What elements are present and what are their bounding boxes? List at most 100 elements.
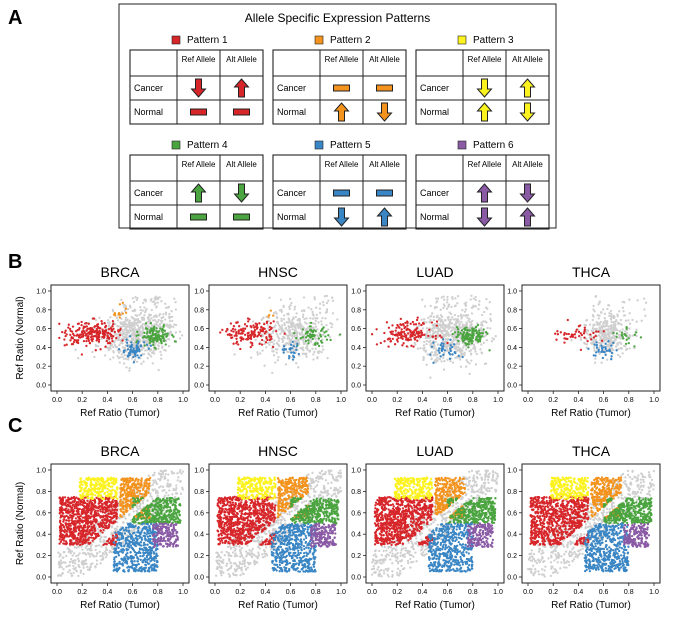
scatter-point-pattern-5	[440, 342, 443, 345]
scatter-point-background	[117, 325, 120, 328]
scatter-point-pattern-1	[106, 331, 110, 335]
scatter-point-pattern-1	[565, 332, 568, 336]
scatter-point-background	[267, 341, 270, 345]
scatter-point-background	[175, 492, 178, 495]
scatter-point-pattern-5	[461, 355, 464, 359]
scatter-point-background	[146, 499, 149, 502]
scatter-point-pattern-4	[455, 325, 459, 329]
scatter-point-background	[436, 314, 439, 317]
scatter-point-background	[445, 330, 448, 333]
scatter-point-background	[618, 310, 621, 313]
scatter-point-pattern-4	[457, 339, 460, 343]
pattern-table	[415, 49, 550, 125]
scatter-point-background	[305, 327, 309, 331]
scatter-point-pattern-5	[295, 345, 298, 348]
scatter-point-pattern-1	[397, 336, 400, 340]
scatter-point-background	[480, 351, 483, 354]
scatter-point-background	[620, 347, 623, 350]
scatter-point-background	[439, 324, 443, 327]
scatter-point-pattern	[89, 512, 92, 515]
scatter-point-background	[159, 485, 162, 488]
scatter-point-pattern-4	[149, 338, 152, 341]
flat-bar-icon	[233, 213, 250, 221]
scatter-point-background	[488, 301, 491, 304]
scatter-point-background	[591, 318, 594, 322]
scatter-point-background	[113, 527, 117, 530]
scatter-point-background	[635, 328, 638, 331]
scatter-point-background	[262, 316, 265, 319]
scatter-point-pattern-5	[432, 361, 435, 364]
scatter-point-pattern-4	[625, 327, 628, 330]
scatter-point-pattern-4	[474, 326, 477, 329]
scatter-point-background	[295, 334, 298, 338]
scatter-point-pattern-5	[587, 347, 590, 350]
scatter-point-pattern-1	[438, 334, 442, 337]
scatter-point-pattern-5	[132, 347, 135, 350]
up-arrow-icon	[519, 78, 536, 98]
scatter-point-background	[279, 328, 283, 331]
scatter-point-pattern-1	[106, 334, 109, 338]
scatter-point-pattern-5	[291, 358, 295, 361]
scatter-point-pattern-1	[412, 323, 416, 326]
scatter-point-pattern-1	[67, 326, 70, 329]
scatter-point-background	[133, 339, 137, 343]
scatter-point-background	[141, 326, 144, 330]
scatter-point-background	[156, 301, 159, 304]
scatter-point-background	[101, 557, 105, 560]
scatter-point-pattern	[58, 542, 61, 545]
scatter-point-background	[612, 327, 615, 330]
scatter-point-pattern	[82, 527, 85, 531]
scatter-point-pattern-4	[164, 343, 167, 346]
scatter-point-pattern-1	[405, 328, 408, 332]
scatter-point-pattern	[63, 528, 67, 531]
panel-letter-c: C	[8, 415, 22, 437]
scatter-point-pattern-1	[394, 329, 397, 332]
scatter-point-background	[260, 318, 263, 321]
scatter-point-background	[317, 321, 320, 324]
scatter-point-pattern-1	[92, 317, 96, 320]
scatter-point-background	[606, 329, 609, 332]
scatter-point-background	[282, 305, 285, 309]
scatter-point-pattern-4	[143, 344, 146, 347]
scatter-point-pattern	[60, 529, 64, 532]
scatter-point-background	[449, 359, 452, 363]
x-tick-label: 0.0	[52, 589, 62, 596]
scatter-point-background	[470, 306, 474, 309]
scatter-point-background	[618, 330, 621, 333]
scatter-point-background	[489, 317, 492, 320]
scatter-point-background	[167, 494, 170, 497]
scatter-point-background	[453, 304, 457, 308]
scatter-point-background	[274, 348, 277, 351]
scatter-point-background	[152, 352, 156, 355]
scatter-point-background	[297, 366, 300, 369]
scatter-point-pattern	[62, 518, 65, 521]
scatter-point-pattern-1	[86, 327, 89, 331]
scatter-point-pattern-1	[594, 334, 597, 338]
scatter-point-background	[447, 325, 451, 328]
pattern-label: Pattern 4	[187, 140, 228, 151]
scatter-point-pattern-4	[459, 332, 462, 335]
scatter-point-pattern-5	[145, 343, 149, 346]
scatter-point-pattern-1	[221, 328, 224, 332]
scatter-point-background	[152, 315, 155, 319]
x-tick-label: 0.8	[311, 397, 321, 404]
scatter-point-background	[111, 310, 115, 313]
scatter-point-pattern-4	[486, 332, 489, 335]
scatter-point-pattern-1	[398, 326, 401, 329]
y-tick-label: 0.6	[351, 326, 361, 333]
scatter-point-background	[294, 328, 297, 331]
scatter-point-pattern-4	[622, 337, 625, 340]
scatter-point-background	[124, 318, 128, 321]
scatter-point-pattern	[91, 531, 95, 534]
scatter-point-pattern-1	[401, 337, 404, 341]
scatter-point-background	[97, 344, 100, 348]
scatter-point-background	[603, 333, 606, 336]
scatter-point-pattern-1	[389, 330, 392, 334]
scatter-point-pattern-5	[281, 348, 284, 351]
scatter-point-background	[444, 338, 448, 341]
scatter-point-background	[611, 315, 614, 319]
scatter-point-pattern-4	[469, 340, 472, 343]
scatter-point-pattern-1	[423, 333, 426, 336]
scatter-point-pattern-1	[252, 333, 255, 336]
scatter-point-pattern	[110, 520, 113, 524]
